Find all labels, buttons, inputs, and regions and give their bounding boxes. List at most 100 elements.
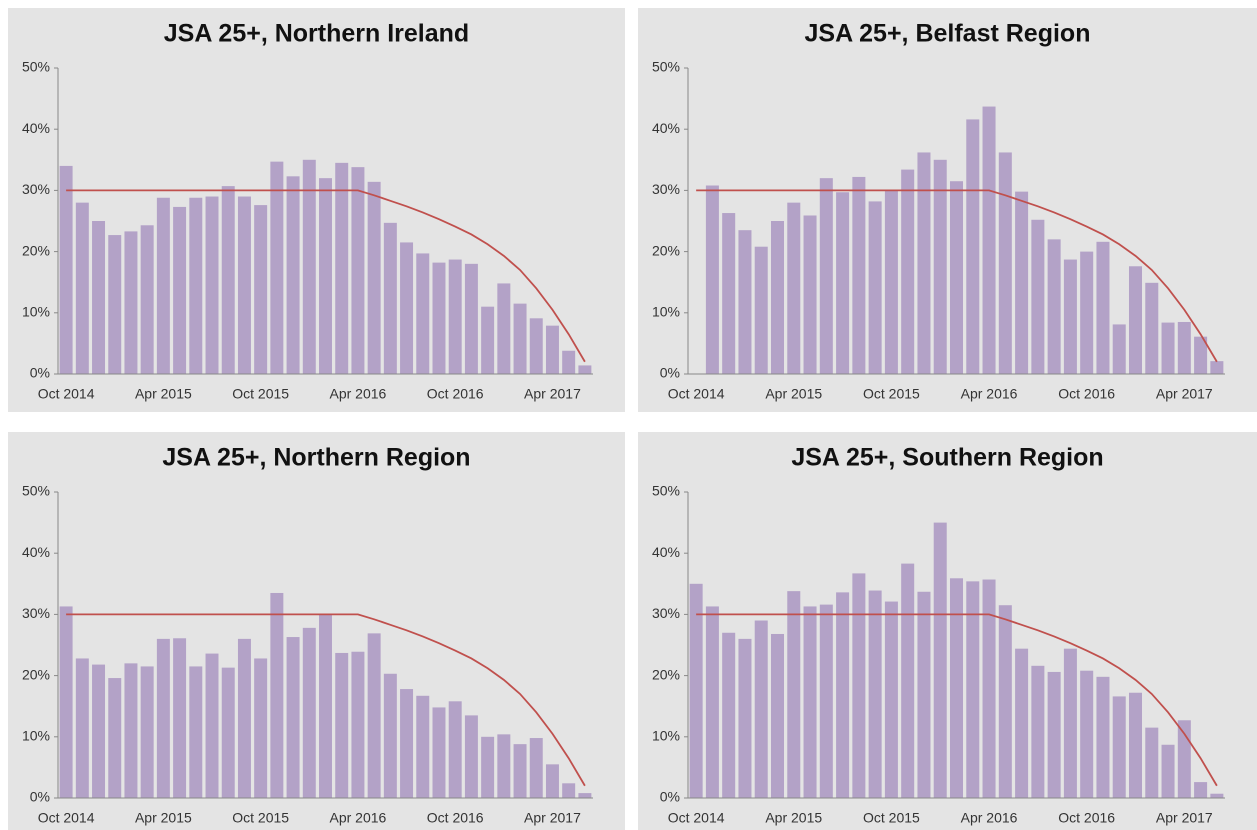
- bar: [448, 701, 462, 798]
- bar: [1096, 676, 1110, 798]
- bar: [108, 678, 122, 798]
- bar: [529, 738, 543, 798]
- bar: [367, 181, 381, 374]
- bar: [1080, 251, 1094, 374]
- bar: [754, 246, 768, 374]
- x-tick-label: Oct 2014: [38, 386, 95, 402]
- y-tick-label: 30%: [22, 605, 50, 621]
- chart-title: JSA 25+, Northern Region: [162, 444, 470, 472]
- bar: [966, 119, 980, 375]
- bar: [770, 221, 785, 374]
- bar: [270, 161, 284, 374]
- x-tick-label: Oct 2016: [427, 810, 484, 826]
- x-tick-label: Oct 2014: [668, 386, 725, 402]
- bar: [351, 167, 365, 374]
- line: [696, 189, 1218, 363]
- bar: [416, 695, 430, 798]
- bar: [738, 230, 752, 374]
- bar: [1080, 670, 1094, 798]
- line: [66, 613, 586, 787]
- bar: [140, 225, 154, 374]
- bar: [59, 165, 73, 374]
- bar: [254, 658, 268, 798]
- bar: [286, 637, 300, 798]
- bar: [432, 262, 446, 374]
- bar: [92, 221, 106, 374]
- x-tick-label: Apr 2015: [765, 386, 822, 402]
- y-tick-label: 40%: [22, 120, 50, 136]
- x-tick-label: Apr 2016: [961, 810, 1018, 826]
- bar: [237, 196, 251, 374]
- bar: [545, 764, 559, 798]
- y-tick-label: 30%: [652, 181, 680, 197]
- bar: [949, 578, 964, 798]
- bar: [998, 152, 1012, 374]
- bar: [319, 615, 332, 798]
- y-tick-label: 50%: [22, 59, 50, 75]
- bar: [302, 159, 316, 374]
- bar: [367, 633, 381, 798]
- bar: [464, 263, 478, 374]
- bar: [237, 638, 251, 798]
- bar: [92, 664, 106, 798]
- line: [66, 189, 586, 363]
- x-tick-label: Oct 2015: [863, 386, 920, 402]
- bar: [1177, 321, 1191, 374]
- x-tick-label: Apr 2017: [524, 810, 581, 826]
- bar: [205, 196, 219, 374]
- bar: [1145, 282, 1159, 374]
- bar: [803, 215, 817, 374]
- bar: [156, 638, 170, 798]
- bar: [705, 606, 719, 798]
- y-tick-label: 40%: [652, 544, 680, 560]
- bar: [400, 242, 414, 374]
- bar: [189, 666, 203, 798]
- bar: [1096, 241, 1110, 374]
- bar: [400, 689, 414, 798]
- bar: [302, 627, 316, 798]
- bar: [1128, 692, 1143, 798]
- y-tick-label: 50%: [652, 59, 680, 75]
- x-tick-label: Apr 2016: [330, 810, 387, 826]
- bar: [481, 306, 495, 374]
- x-tick-label: Apr 2016: [961, 386, 1018, 402]
- bar: [819, 178, 833, 374]
- bar: [949, 181, 964, 374]
- bar: [1210, 361, 1224, 374]
- chart-title: JSA 25+, Southern Region: [791, 444, 1103, 472]
- bar: [448, 259, 462, 374]
- bar: [1031, 665, 1045, 798]
- bar: [852, 176, 866, 374]
- x-tick-label: Oct 2016: [427, 386, 484, 402]
- line: [696, 613, 1218, 787]
- bar: [156, 197, 170, 374]
- bar: [529, 318, 543, 374]
- y-tick-label: 0%: [660, 365, 680, 381]
- bar: [754, 620, 768, 798]
- bar: [933, 522, 947, 798]
- bar: [1031, 219, 1045, 374]
- bar: [1128, 266, 1143, 374]
- y-tick-label: 20%: [22, 242, 50, 258]
- bar: [173, 206, 187, 374]
- bar: [1161, 322, 1175, 374]
- x-tick-label: Apr 2015: [765, 810, 822, 826]
- bar: [1063, 648, 1077, 798]
- bar: [1194, 336, 1208, 374]
- bar: [578, 365, 592, 374]
- bar: [787, 591, 801, 798]
- y-tick-label: 10%: [652, 304, 680, 320]
- x-tick-label: Oct 2014: [668, 810, 725, 826]
- bar: [481, 736, 495, 798]
- x-tick-label: Oct 2015: [232, 386, 289, 402]
- bar: [819, 604, 833, 798]
- bar: [1015, 191, 1029, 374]
- bar: [966, 581, 980, 798]
- x-tick-label: Oct 2016: [1058, 386, 1115, 402]
- y-tick-label: 20%: [652, 666, 680, 682]
- bar: [513, 744, 527, 798]
- bar: [1112, 696, 1126, 798]
- bar: [917, 152, 931, 374]
- bar: [868, 201, 882, 374]
- y-tick-label: 20%: [22, 666, 50, 682]
